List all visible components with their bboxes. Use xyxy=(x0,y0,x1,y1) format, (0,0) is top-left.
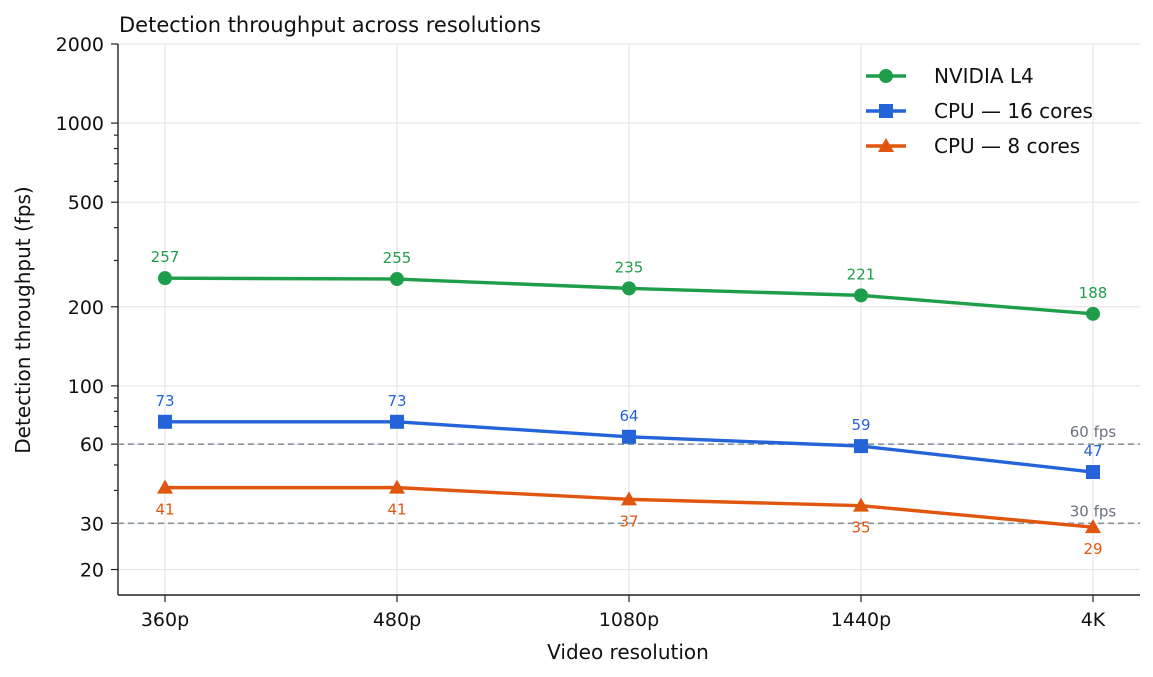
data-point xyxy=(621,491,637,506)
y-tick-label: 30 xyxy=(80,513,104,535)
data-point xyxy=(854,288,868,303)
legend-label: CPU — 16 cores xyxy=(934,99,1093,123)
data-label: 59 xyxy=(851,416,870,434)
series-group xyxy=(157,271,1101,534)
chart-title: Detection throughput across resolutions xyxy=(119,13,541,37)
data-label: 41 xyxy=(387,501,406,519)
y-tick-label: 60 xyxy=(80,434,104,456)
data-label: 41 xyxy=(155,501,174,519)
data-label: 37 xyxy=(619,512,638,530)
data-point xyxy=(1086,465,1100,480)
data-label: 257 xyxy=(151,248,180,266)
axes: 20 30 60 100 200 500 1000 2000 360p 480p 1080p 1440… xyxy=(56,34,1140,631)
y-tick-label: 200 xyxy=(68,297,104,319)
data-point xyxy=(879,69,893,83)
data-label: 29 xyxy=(1083,540,1102,558)
reference-line-label: 30 fps xyxy=(1070,502,1117,520)
legend: NVIDIA L4 CPU — 16 cores CPU — 8 cores xyxy=(866,64,1093,158)
data-point xyxy=(157,479,173,494)
data-point xyxy=(622,281,636,296)
y-tick-label: 1000 xyxy=(56,113,104,135)
x-tick-label: 1440p xyxy=(831,609,891,631)
data-label: 255 xyxy=(383,249,412,267)
x-tick-label: 480p xyxy=(373,609,421,631)
data-label: 64 xyxy=(619,407,638,425)
series xyxy=(157,479,1101,534)
data-point xyxy=(1086,306,1100,321)
data-label: 235 xyxy=(615,258,644,276)
data-point xyxy=(854,439,868,454)
data-point xyxy=(622,429,636,444)
y-tick-label: 20 xyxy=(80,560,104,582)
y-tick-label: 100 xyxy=(68,376,104,398)
reference-line-label: 60 fps xyxy=(1070,423,1117,441)
data-point xyxy=(879,104,893,118)
y-tick-label: 2000 xyxy=(56,34,104,56)
legend-item: NVIDIA L4 xyxy=(866,64,1034,88)
data-point xyxy=(1085,519,1101,534)
y-axis-title: Detection throughput (fps) xyxy=(11,186,35,453)
x-tick-label: 1080p xyxy=(599,609,659,631)
data-point xyxy=(158,271,172,286)
x-axis-title: Video resolution xyxy=(547,640,709,664)
data-point xyxy=(389,479,405,494)
legend-item: CPU — 16 cores xyxy=(866,99,1093,123)
x-tick-label: 4K xyxy=(1081,609,1106,631)
data-label: 188 xyxy=(1079,284,1108,302)
data-point xyxy=(853,497,869,512)
y-tick-label: 500 xyxy=(68,192,104,214)
data-label: 221 xyxy=(847,265,876,283)
data-label: 73 xyxy=(387,392,406,410)
point-labels: 257 255 235 221 188 73 73 64 59 47 41 41 37 35 29 xyxy=(151,248,1108,558)
series xyxy=(158,414,1100,480)
legend-label: CPU — 8 cores xyxy=(934,134,1080,158)
data-label: 47 xyxy=(1083,442,1102,460)
reference-lines: 60 fps 30 fps xyxy=(118,423,1140,525)
x-tick-label: 360p xyxy=(141,609,189,631)
data-label: 73 xyxy=(155,392,174,410)
data-point xyxy=(158,414,172,429)
legend-label: NVIDIA L4 xyxy=(934,64,1034,88)
legend-item: CPU — 8 cores xyxy=(866,134,1080,158)
data-point xyxy=(878,138,894,152)
series xyxy=(158,271,1100,321)
data-point xyxy=(390,414,404,429)
data-point xyxy=(390,272,404,287)
data-label: 35 xyxy=(851,519,870,537)
